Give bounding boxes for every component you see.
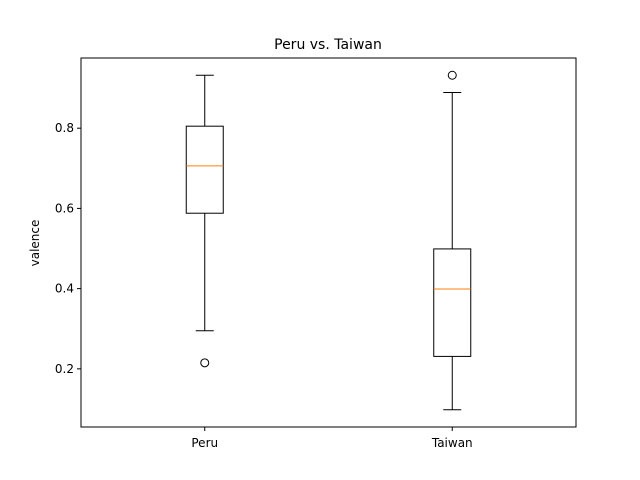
x-tick-label: Taiwan — [431, 436, 473, 450]
box-taiwan — [433, 248, 472, 357]
chart-title: Peru vs. Taiwan — [274, 37, 382, 53]
y-tick-label: 0.4 — [55, 282, 74, 296]
outlier-point-taiwan — [447, 70, 457, 80]
box-peru — [185, 125, 224, 214]
y-tick-label: 0.2 — [55, 362, 74, 376]
y-tick-label: 0.8 — [55, 121, 74, 135]
plot-frame — [80, 57, 577, 428]
x-tick-label: Peru — [191, 436, 218, 450]
plot-area: 0.2 0.4 0.6 0.8 Peru Taiwan — [55, 57, 577, 450]
y-tick-label: 0.6 — [55, 201, 74, 215]
y-axis-label: valence — [28, 220, 42, 267]
outlier-point-peru — [200, 358, 210, 368]
